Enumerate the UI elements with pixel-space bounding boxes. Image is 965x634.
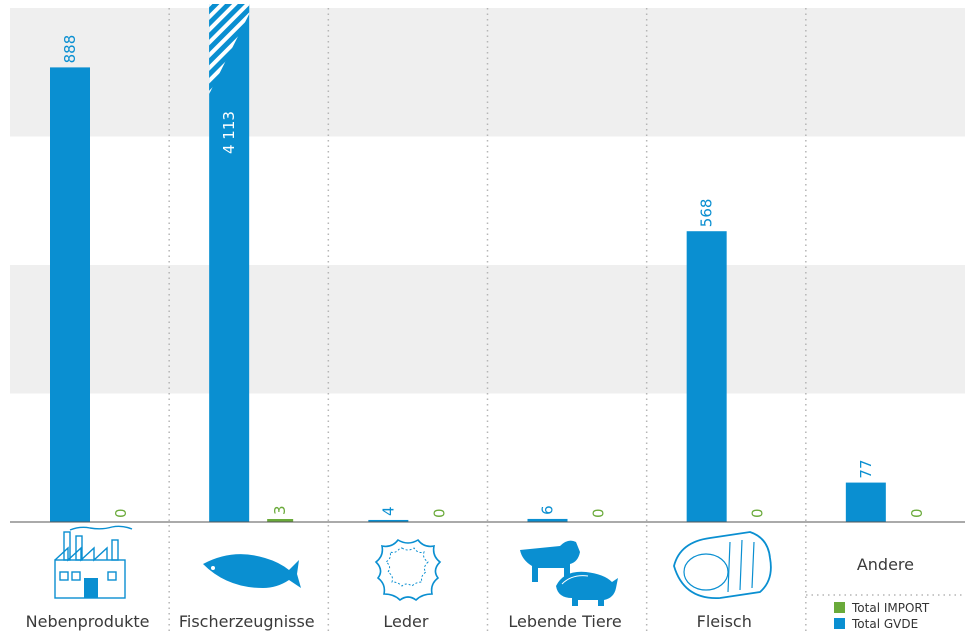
value-label-import-0: 0 (112, 508, 130, 518)
category-label-0: Nebenprodukte (26, 612, 150, 631)
bar-gvde-2 (368, 519, 409, 522)
leather-icon (374, 538, 442, 602)
livestock-icon (520, 540, 618, 606)
category-label-3: Lebende Tiere (508, 612, 621, 631)
legend-label-import: Total IMPORT (851, 601, 930, 615)
legend-swatch-import (834, 602, 845, 613)
grid-band (10, 393, 965, 522)
category-label-1: Fischerzeugnisse (179, 612, 315, 631)
bar-gvde-5 (845, 482, 886, 522)
value-label-gvde-2: 4 (379, 506, 397, 516)
category-label-5: Andere (857, 555, 914, 574)
bar-break-hatch (209, 4, 250, 94)
value-labels: 888 0 4 113 3 4 0 6 0 568 0 77 0 (61, 35, 926, 518)
value-label-gvde-1: 4 113 (220, 111, 238, 154)
legend: Total IMPORT Total GVDE (806, 594, 965, 631)
category-labels: Nebenprodukte Fischerzeugnisse Leder Lebend… (26, 555, 914, 631)
bars (50, 4, 886, 522)
bar-gvde-4 (686, 231, 727, 522)
value-label-gvde-3: 6 (539, 505, 557, 515)
value-label-import-1: 3 (271, 505, 289, 515)
category-label-4: Fleisch (697, 612, 752, 631)
value-label-gvde-5: 77 (857, 459, 875, 478)
legend-swatch-gvde (834, 618, 845, 629)
bar-import-1 (267, 519, 294, 522)
value-label-import-4: 0 (749, 508, 767, 518)
value-label-import-5: 0 (908, 508, 926, 518)
category-label-2: Leder (383, 612, 428, 631)
value-label-gvde-4: 568 (698, 199, 716, 228)
grid-band (10, 8, 965, 137)
value-label-gvde-0: 888 (61, 35, 79, 64)
bar-gvde-1 (209, 4, 250, 522)
legend-label-gvde: Total GVDE (851, 617, 918, 631)
value-label-import-2: 0 (430, 508, 448, 518)
fish-icon (203, 554, 301, 588)
meat-icon (673, 531, 772, 599)
factory-icon (54, 525, 133, 599)
bar-gvde-0 (50, 67, 90, 522)
value-label-import-3: 0 (590, 508, 608, 518)
bar-gvde-3 (527, 518, 568, 522)
